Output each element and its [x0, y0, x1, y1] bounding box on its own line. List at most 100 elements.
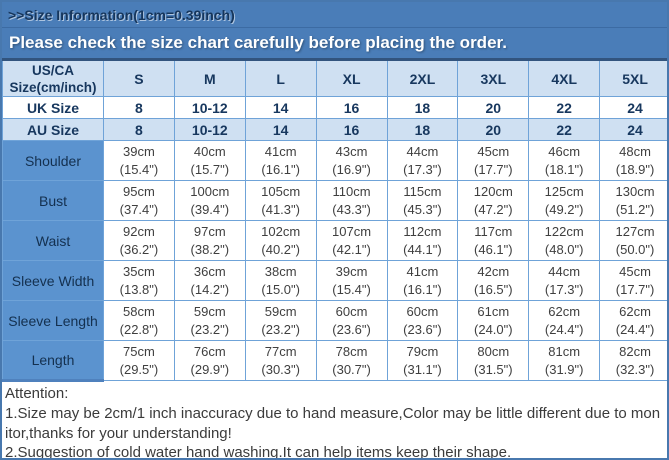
value-inch: (16.5") [474, 281, 513, 297]
size-number-cell: 24 [599, 118, 667, 141]
value-cm: 35cm [123, 263, 155, 279]
size-number-cell: 10-12 [173, 118, 246, 141]
value-inch: (43.3") [332, 201, 371, 217]
measurement-value-cell: 77cm (30.3") [244, 340, 317, 381]
value-cm: 46cm [548, 143, 581, 159]
attention-section: Attention: 1.Size may be 2cm/1 inch inac… [2, 382, 667, 460]
value-cm: 127cm [615, 223, 655, 239]
measurement-value-cell: 62cm (24.4") [599, 300, 667, 341]
measurement-value-cell: 43cm (16.9") [315, 140, 388, 181]
value-inch: (51.2") [615, 201, 655, 217]
size-column-header-3xl: 3XL [457, 59, 530, 97]
measurement-value-cell: 62cm (24.4") [528, 300, 601, 341]
value-cm: 39cm [335, 263, 368, 279]
value-cm: 100cm [190, 183, 230, 199]
measurement-value-cell: 45cm (17.7") [599, 260, 667, 301]
size-number-cell: 24 [599, 96, 667, 119]
corner-header-line2: Size(cm/inch) [9, 79, 97, 95]
value-inch: (18.9") [615, 161, 655, 177]
value-cm: 75cm [123, 343, 155, 359]
size-column-header-s: S [103, 59, 175, 97]
value-cm: 117cm [474, 223, 513, 239]
value-inch: (16.9") [332, 161, 371, 177]
value-cm: 102cm [261, 223, 301, 239]
measurement-label: Sleeve Length [2, 300, 104, 341]
value-cm: 78cm [335, 343, 368, 359]
measurement-row-bust: Bust 95cm (37.4") 100cm (39.4") 105cm (41.3") 1… [2, 180, 667, 221]
measurement-value-cell: 76cm (29.9") [173, 340, 246, 381]
value-cm: 62cm [619, 303, 651, 319]
attention-title: Attention: [5, 385, 69, 402]
measurement-value-cell: 40cm (15.7") [173, 140, 246, 181]
value-cm: 42cm [477, 263, 510, 279]
value-inch: (41.3") [261, 201, 300, 217]
measurement-value-cell: 122cm (48.0") [528, 220, 601, 261]
value-cm: 82cm [619, 343, 651, 359]
measurement-value-cell: 44cm (17.3") [386, 140, 459, 181]
size-row-uk-size: UK Size 8 10-12 14 16 18 20 22 24 [2, 96, 667, 119]
corner-header-cell: US/CA Size(cm/inch) [2, 59, 104, 97]
value-cm: 97cm [193, 223, 226, 239]
size-number-cell: 10-12 [173, 96, 246, 119]
measurement-value-cell: 115cm (45.3") [386, 180, 459, 221]
measurement-value-cell: 95cm (37.4") [103, 180, 175, 221]
measurement-value-cell: 48cm (18.9") [599, 140, 667, 181]
value-inch: (36.2") [119, 241, 159, 257]
value-inch: (23.2") [261, 321, 300, 337]
measurement-value-cell: 120cm (47.2") [457, 180, 530, 221]
value-inch: (14.2") [190, 281, 230, 297]
size-row-label: AU Size [2, 118, 104, 141]
size-number-cell: 20 [457, 118, 530, 141]
value-inch: (37.4") [119, 201, 159, 217]
value-cm: 48cm [619, 143, 651, 159]
size-number-cell: 22 [528, 96, 601, 119]
value-cm: 39cm [123, 143, 155, 159]
value-inch: (24.4") [544, 321, 584, 337]
size-column-header-l: L [244, 59, 317, 97]
measurement-value-cell: 78cm (30.7") [315, 340, 388, 381]
value-cm: 45cm [619, 263, 651, 279]
value-inch: (30.7") [332, 361, 371, 377]
measurement-value-cell: 117cm (46.1") [457, 220, 530, 261]
value-cm: 110cm [332, 183, 371, 199]
value-cm: 44cm [406, 143, 439, 159]
value-inch: (46.1") [474, 241, 513, 257]
measurement-value-cell: 41cm (16.1") [386, 260, 459, 301]
size-header-row: US/CA Size(cm/inch) S M L XL 2XL 3XL 4XL 5XL [2, 59, 667, 97]
size-information-banner: >>Size Information(1cm=0.39inch) [2, 2, 667, 28]
measurement-value-cell: 42cm (16.5") [457, 260, 530, 301]
measurement-value-cell: 82cm (32.3") [599, 340, 667, 381]
check-size-chart-banner: Please check the size chart carefully be… [2, 28, 667, 58]
measurement-value-cell: 46cm (18.1") [528, 140, 601, 181]
value-inch: (31.5") [474, 361, 513, 377]
corner-header-line1: US/CA [31, 62, 74, 78]
value-inch: (17.3") [403, 161, 442, 177]
value-inch: (44.1") [403, 241, 442, 257]
size-row-au-size: AU Size 8 10-12 14 16 18 20 22 24 [2, 118, 667, 141]
measurement-value-cell: 39cm (15.4") [315, 260, 388, 301]
value-inch: (18.1") [544, 161, 584, 177]
measurement-label: Shoulder [2, 140, 104, 181]
value-cm: 81cm [548, 343, 581, 359]
measurement-label: Length [2, 340, 104, 382]
measurement-value-cell: 125cm (49.2") [528, 180, 601, 221]
value-inch: (16.1") [403, 281, 442, 297]
value-inch: (31.1") [403, 361, 442, 377]
size-number-cell: 16 [315, 118, 388, 141]
measurement-value-cell: 59cm (23.2") [244, 300, 317, 341]
value-cm: 62cm [548, 303, 581, 319]
value-cm: 60cm [335, 303, 368, 319]
measurement-label: Waist [2, 220, 104, 261]
value-inch: (32.3") [615, 361, 655, 377]
value-inch: (23.6") [332, 321, 371, 337]
size-column-header-2xl: 2XL [386, 59, 459, 97]
size-row-label: UK Size [2, 96, 104, 119]
value-cm: 43cm [335, 143, 368, 159]
attention-note-2: 2.Suggestion of cold water hand washing.… [5, 444, 512, 460]
value-inch: (15.4") [332, 281, 371, 297]
value-inch: (24.0") [474, 321, 513, 337]
value-cm: 120cm [473, 183, 513, 199]
size-number-cell: 22 [528, 118, 601, 141]
size-number-cell: 8 [103, 96, 175, 119]
value-cm: 59cm [264, 303, 297, 319]
